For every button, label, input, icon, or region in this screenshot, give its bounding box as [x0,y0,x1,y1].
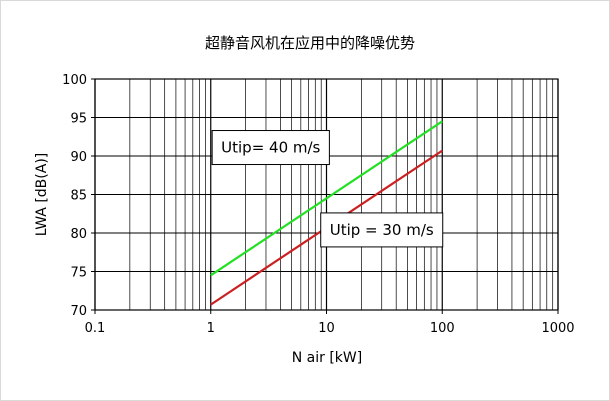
annotation-1: Utip= 40 m/s [211,130,330,166]
x-tick-label: 100 [430,321,455,336]
y-tick-label: 90 [70,150,87,165]
annotation-2: Utip = 30 m/s [320,212,444,248]
annotation-box [211,130,330,166]
x-tick-label: 10 [318,321,335,336]
x-axis-title: N air [kW] [292,350,362,366]
y-axis-title: LWA [dB(A)] [34,153,50,237]
annotation-text: Utip= 40 m/s [221,139,320,157]
chart-title: 超静音风机在应用中的降噪优势 [205,34,415,52]
annotation-text: Utip = 30 m/s [330,221,434,239]
y-tick-label: 80 [70,227,87,242]
y-tick-label: 75 [70,266,87,281]
y-tick-label: 95 [70,112,87,127]
annotation-box [320,212,444,248]
y-tick-label: 70 [70,304,87,319]
x-tick-label: 0.1 [85,321,106,336]
annotations: Utip= 40 m/s Utip = 30 m/s [211,130,444,248]
y-tick-label: 85 [70,189,87,204]
x-tick-labels: 0.1 1 10 100 1000 [85,310,575,336]
x-tick-label: 1000 [541,321,574,336]
series-line-1 [210,120,443,277]
y-tick-labels: 70 75 80 85 90 95 100 [62,73,95,319]
y-tick-label: 100 [62,73,87,88]
x-tick-label: 1 [207,321,215,336]
